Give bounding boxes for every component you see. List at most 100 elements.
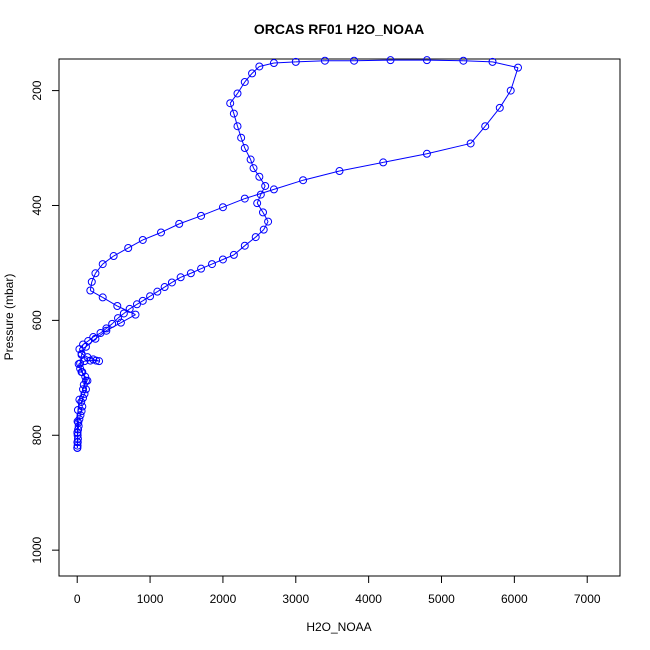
data-point xyxy=(251,233,260,242)
x-axis-label: H2O_NOAA xyxy=(306,620,371,634)
data-point xyxy=(256,190,265,199)
x-tick-label: 4000 xyxy=(355,592,382,606)
x-tick-label: 0 xyxy=(74,592,81,606)
series-segment xyxy=(127,239,144,249)
data-point xyxy=(157,228,165,237)
series-segment xyxy=(250,159,255,169)
series-segment xyxy=(95,263,104,274)
series-segment xyxy=(233,113,238,127)
data-point xyxy=(233,122,242,131)
data-point xyxy=(246,155,255,164)
series-segment xyxy=(244,188,275,200)
data-point xyxy=(84,337,93,346)
data-point xyxy=(291,57,300,66)
data-point xyxy=(113,302,122,311)
data-point xyxy=(237,133,246,142)
series-segment xyxy=(142,295,151,302)
data-point xyxy=(91,269,100,278)
data-point xyxy=(138,296,147,305)
data-point xyxy=(73,428,82,437)
data-point xyxy=(320,56,329,65)
data-point xyxy=(75,415,84,424)
y-axis-label: Pressure (mbar) xyxy=(2,274,16,361)
series-segment xyxy=(91,273,96,283)
data-point xyxy=(77,350,86,359)
data-point xyxy=(80,357,89,366)
series-segment xyxy=(120,314,136,324)
data-point xyxy=(269,59,278,68)
data-point xyxy=(108,319,117,328)
series-segment xyxy=(258,176,266,187)
series-segment xyxy=(90,290,103,298)
data-point xyxy=(160,283,169,292)
series-segment xyxy=(263,221,269,230)
data-point xyxy=(78,368,87,377)
series-segment xyxy=(95,330,107,340)
series-segment xyxy=(229,93,238,104)
data-point xyxy=(77,407,86,416)
y-axis: 200 400 600 800 1000 xyxy=(30,80,60,564)
series-segment xyxy=(256,202,264,213)
data-point xyxy=(175,219,184,228)
data-point xyxy=(229,109,238,118)
series-segment xyxy=(113,247,129,257)
series-segment xyxy=(237,126,242,138)
data-point xyxy=(75,395,84,404)
data-point xyxy=(208,260,216,269)
series-segment xyxy=(77,419,80,423)
data-point xyxy=(79,385,88,394)
series-segment xyxy=(164,282,173,288)
data-point xyxy=(116,318,125,327)
data-point xyxy=(255,172,264,181)
data-point xyxy=(125,304,134,313)
series-segment xyxy=(111,317,119,325)
data-point xyxy=(73,417,82,426)
data-point xyxy=(466,139,475,148)
x-tick-label: 6000 xyxy=(501,592,528,606)
data-point xyxy=(73,405,82,414)
y-tick-label: 200 xyxy=(30,80,44,100)
series-segment xyxy=(244,236,257,247)
series-segment xyxy=(102,255,114,265)
data-point xyxy=(226,99,235,108)
data-point xyxy=(153,287,162,296)
series-segment xyxy=(262,212,269,222)
series-segment xyxy=(426,142,471,155)
data-point xyxy=(81,376,90,385)
x-axis: 0 1000 2000 3000 4000 5000 6000 7000 xyxy=(74,575,601,606)
series-segment xyxy=(244,147,252,160)
data-point xyxy=(197,264,206,273)
data-point xyxy=(422,56,431,65)
data-point xyxy=(459,56,468,65)
data-point xyxy=(77,397,86,406)
data-point xyxy=(495,103,504,112)
data-point xyxy=(89,333,98,342)
data-point xyxy=(119,309,128,318)
data-point xyxy=(386,56,395,65)
data-point xyxy=(95,357,104,366)
series-segment xyxy=(149,291,158,297)
x-tick-label: 7000 xyxy=(574,592,601,606)
data-point xyxy=(253,199,262,208)
series-segment xyxy=(180,272,192,278)
series-segment xyxy=(251,66,260,74)
data-point xyxy=(176,273,185,282)
series-segment xyxy=(157,286,165,293)
series-segment xyxy=(240,137,246,149)
data-point xyxy=(132,300,141,309)
y-tick-label: 600 xyxy=(30,310,44,330)
data-point xyxy=(422,149,431,158)
data-point xyxy=(186,269,195,278)
series-segment xyxy=(89,281,93,291)
data-point xyxy=(481,122,490,131)
data-point xyxy=(76,359,85,368)
data-point xyxy=(233,89,242,98)
data-point xyxy=(124,243,133,252)
y-tick-label: 1000 xyxy=(30,536,44,563)
series-segment xyxy=(211,259,224,265)
series-segment xyxy=(463,60,493,63)
data-point xyxy=(259,225,268,234)
series-segment xyxy=(244,73,253,83)
data-point xyxy=(335,167,344,176)
data-point xyxy=(76,411,85,420)
